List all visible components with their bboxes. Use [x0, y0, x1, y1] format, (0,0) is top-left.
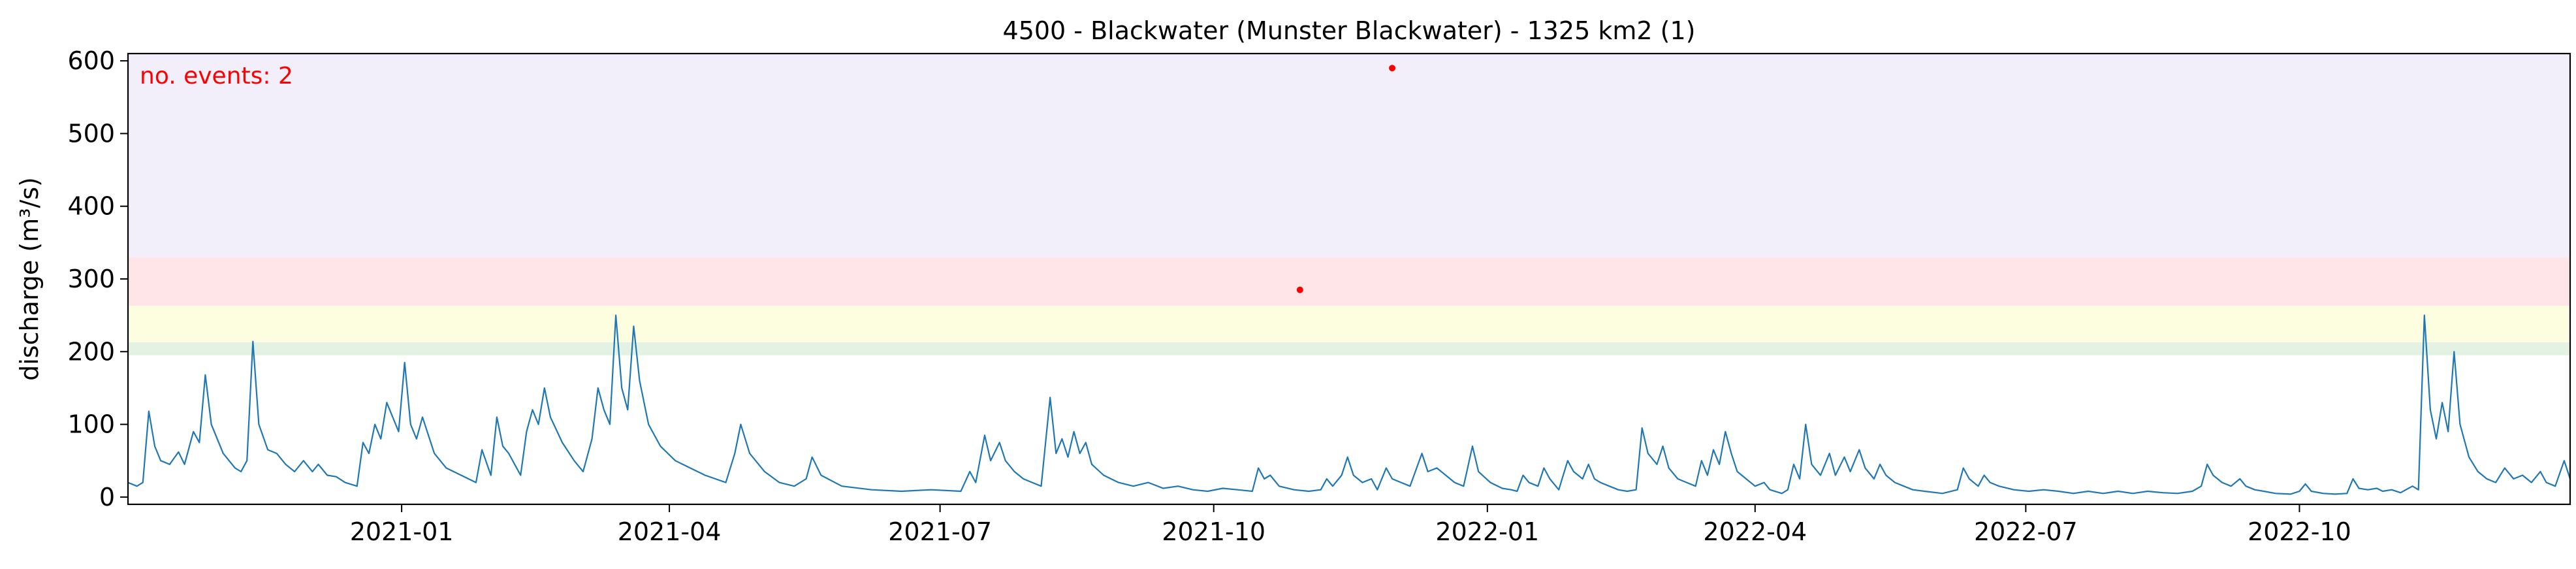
- x-tick-label: 2021-10: [1162, 517, 1265, 546]
- y-axis-label: discharge (m³/s): [15, 177, 44, 381]
- threshold-bands: [128, 54, 2570, 355]
- threshold-band-2: [128, 257, 2570, 306]
- event-marker: [1296, 286, 1303, 293]
- threshold-band-3: [128, 54, 2570, 257]
- x-tick-label: 2022-04: [1703, 517, 1807, 546]
- event-marker: [1389, 65, 1396, 72]
- threshold-band-0: [128, 342, 2570, 355]
- x-tick-label: 2021-04: [618, 517, 722, 546]
- y-tick-label: 200: [67, 337, 115, 366]
- y-tick-label: 500: [67, 119, 115, 148]
- y-tick-label: 300: [67, 265, 115, 293]
- series-line-0: [127, 314, 2571, 495]
- x-tick-label: 2022-07: [1974, 517, 2078, 546]
- x-tick-label: 2021-01: [350, 517, 454, 546]
- event-markers: [1296, 65, 1396, 293]
- events-count-annotation: no. events: 2: [140, 63, 293, 89]
- y-ticks: 0 100 200 300 400 500 600: [67, 46, 128, 512]
- y-tick-label: 100: [67, 410, 115, 439]
- chart-title: 4500 - Blackwater (Munster Blackwater) -…: [1003, 16, 1696, 45]
- y-tick-label: 0: [99, 483, 115, 512]
- plot-frame: [127, 52, 2571, 506]
- x-tick-label: 2022-01: [1435, 517, 1539, 546]
- y-tick-label: 400: [67, 192, 115, 221]
- x-tick-label: 2021-07: [888, 517, 992, 546]
- y-tick-label: 600: [67, 46, 115, 75]
- x-tick-label: 2022-10: [2248, 517, 2351, 546]
- series-lines: [127, 314, 2571, 495]
- threshold-band-1: [128, 306, 2570, 342]
- x-ticks: 2021-01 2021-04 2021-07 2021-10 2022-01 2022-…: [350, 504, 2351, 546]
